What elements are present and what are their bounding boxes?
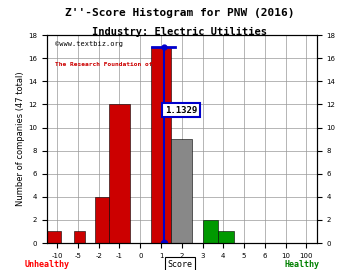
Bar	[36, 231, 61, 243]
Bar	[95, 197, 109, 243]
Bar	[218, 231, 234, 243]
Text: The Research Foundation of SUNY: The Research Foundation of SUNY	[55, 62, 171, 67]
Bar	[171, 139, 192, 243]
Text: ©www.textbiz.org: ©www.textbiz.org	[55, 41, 123, 47]
Bar	[74, 231, 85, 243]
Y-axis label: Number of companies (47 total): Number of companies (47 total)	[16, 72, 25, 206]
Text: Score: Score	[167, 260, 193, 269]
Text: Unhealthy: Unhealthy	[24, 260, 69, 269]
Bar	[150, 47, 171, 243]
Bar	[203, 220, 218, 243]
Text: Healthy: Healthy	[285, 260, 320, 269]
Bar	[109, 104, 130, 243]
Text: Z''-Score Histogram for PNW (2016): Z''-Score Histogram for PNW (2016)	[65, 8, 295, 18]
Text: Industry: Electric Utilities: Industry: Electric Utilities	[93, 27, 267, 37]
Text: 1.1329: 1.1329	[165, 106, 197, 115]
